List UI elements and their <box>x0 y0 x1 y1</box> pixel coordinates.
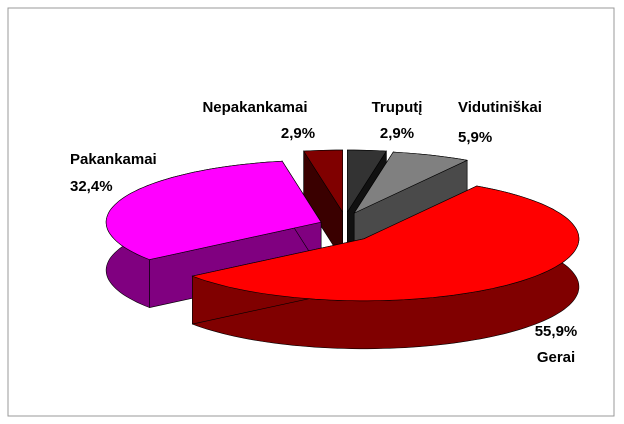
slice-name: Nepakankamai <box>202 99 307 116</box>
slice-name: Pakankamai <box>70 151 157 168</box>
slice <box>105 160 322 260</box>
slice-value: 2,9% <box>281 125 315 142</box>
slice-value: 55,9% <box>535 323 578 340</box>
slice <box>303 149 343 214</box>
slice <box>191 185 580 302</box>
slice-name: Truputį <box>372 99 423 116</box>
slice-name: Vidutiniškai <box>458 99 542 116</box>
slice-value: 5,9% <box>458 129 492 146</box>
slice <box>347 149 387 214</box>
slice <box>353 151 469 214</box>
slice-value: 2,9% <box>380 125 414 142</box>
slice-value: 32,4% <box>70 178 113 195</box>
slice-name: Gerai <box>537 349 575 366</box>
